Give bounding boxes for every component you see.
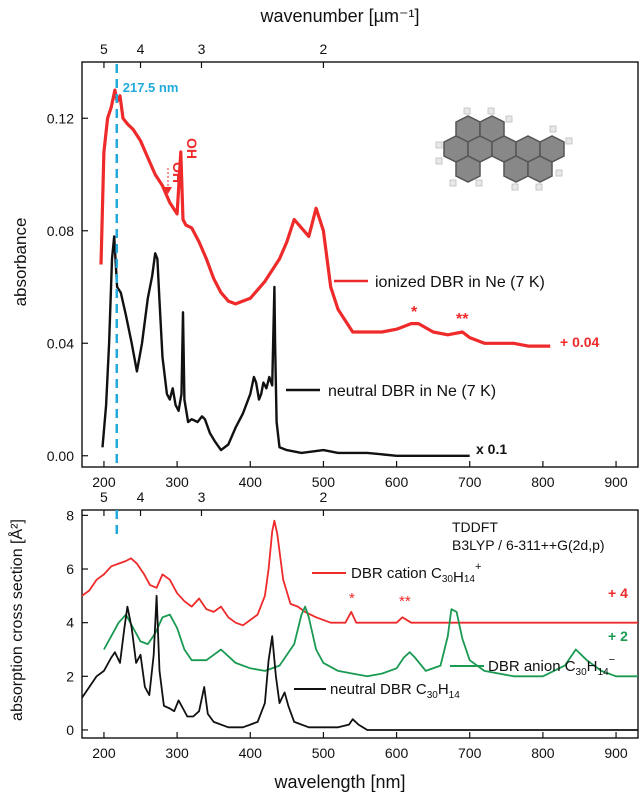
annotation-double-star: ** bbox=[456, 311, 469, 328]
method-label-1: TDDFT bbox=[452, 519, 498, 535]
series-line bbox=[103, 605, 638, 678]
y-tick-label: 2 bbox=[66, 668, 74, 684]
top-tick-label: 4 bbox=[137, 41, 145, 57]
bottom-y-ticks: 0 2 4 6 8 bbox=[66, 507, 88, 738]
method-label-2: B3LYP / 6-311++G(2d,p) bbox=[452, 537, 605, 553]
offset-label-ionized: + 0.04 bbox=[560, 334, 600, 350]
top-axis-title: wavenumber [µm⁻¹] bbox=[260, 6, 420, 26]
top-tick-label: 2 bbox=[320, 41, 328, 57]
x-tick-label: 700 bbox=[458, 474, 482, 490]
x-tick-label: 400 bbox=[239, 474, 263, 490]
x-tick-label: 500 bbox=[312, 745, 336, 761]
x-tick-label: 700 bbox=[458, 745, 482, 761]
bottom-x-ticks: 200 300 400 500 600 700 800 900 bbox=[92, 732, 628, 761]
y-tick-label: 6 bbox=[66, 561, 74, 577]
molecule-structure-icon bbox=[435, 107, 573, 191]
legend-label-neutral-calc: neutral DBR C30H14 bbox=[330, 681, 460, 701]
annotation-oh-1-arrowhead bbox=[164, 187, 172, 194]
bottom-panel: 5 4 3 2 200 300 400 500 600 700 800 900 0 2 4 6 8 abso… bbox=[7, 489, 639, 792]
series-line bbox=[81, 519, 638, 627]
bottom-series bbox=[81, 519, 638, 731]
marker-label: 217.5 nm bbox=[123, 80, 179, 95]
top-y-ticks: 0.00 0.04 0.08 0.12 bbox=[47, 110, 88, 464]
y-tick-label: 0.00 bbox=[47, 448, 74, 464]
x-tick-label: 600 bbox=[385, 474, 409, 490]
x-tick-label: 200 bbox=[92, 745, 116, 761]
y-tick-label: 8 bbox=[66, 507, 74, 523]
legend-label-cation: DBR cation C30H14+ bbox=[351, 561, 481, 586]
top-tick-label: 3 bbox=[198, 489, 206, 505]
legend-label-neutral: neutral DBR in Ne (7 K) bbox=[328, 383, 496, 400]
top-tick-label: 4 bbox=[137, 489, 145, 505]
bottom-panel-frame bbox=[81, 509, 639, 739]
annotation-oh-2: OH bbox=[184, 138, 200, 159]
y-tick-label: 4 bbox=[66, 615, 74, 631]
x-tick-label: 400 bbox=[239, 745, 263, 761]
offset-label-anion: + 2 bbox=[608, 628, 628, 644]
top-tick-label: 5 bbox=[100, 489, 108, 505]
y-tick-label: 0.08 bbox=[47, 223, 74, 239]
annotation-star: * bbox=[411, 304, 418, 321]
x-tick-label: 900 bbox=[604, 474, 628, 490]
top-y-axis-label: absorbance bbox=[11, 218, 30, 307]
legend-label-ionized: ionized DBR in Ne (7 K) bbox=[375, 274, 545, 291]
top-tick-label: 5 bbox=[100, 41, 108, 57]
top-tick-label: 3 bbox=[198, 41, 206, 57]
x-tick-label: 300 bbox=[165, 745, 189, 761]
offset-label-cation: + 4 bbox=[608, 585, 628, 601]
top-panel-frame bbox=[81, 61, 639, 468]
x-tick-label: 900 bbox=[604, 745, 628, 761]
x-tick-label: 800 bbox=[531, 474, 555, 490]
series-line bbox=[101, 235, 470, 457]
offset-label-neutral: x 0.1 bbox=[476, 441, 507, 457]
y-tick-label: 0.12 bbox=[47, 110, 74, 126]
x-tick-label: 800 bbox=[531, 745, 555, 761]
top-wavenumber-ticks: 5 4 3 2 bbox=[100, 41, 328, 68]
top-tick-label: 2 bbox=[320, 489, 328, 505]
annotation-star-bottom: * bbox=[349, 590, 355, 607]
bottom-y-axis-label: absorption cross section [Å²] bbox=[7, 519, 26, 721]
top-series bbox=[99, 88, 551, 457]
x-tick-label: 300 bbox=[165, 474, 189, 490]
bottom-wavenumber-ticks: 5 4 3 2 bbox=[100, 489, 328, 516]
y-tick-label: 0.04 bbox=[47, 335, 74, 351]
x-tick-label: 600 bbox=[385, 745, 409, 761]
y-tick-label: 0 bbox=[66, 722, 74, 738]
top-x-ticks: 200 300 400 500 600 700 800 900 bbox=[92, 461, 628, 490]
series-line bbox=[81, 594, 638, 731]
annotation-double-star-bottom: ** bbox=[399, 593, 411, 610]
legend-label-anion: DBR anion C30H14− bbox=[488, 654, 615, 678]
series-line bbox=[99, 88, 551, 348]
bottom-x-axis-label: wavelength [nm] bbox=[273, 772, 405, 792]
x-tick-label: 200 bbox=[92, 474, 116, 490]
x-tick-label: 500 bbox=[312, 474, 336, 490]
annotation-oh-1: OH bbox=[170, 162, 186, 183]
